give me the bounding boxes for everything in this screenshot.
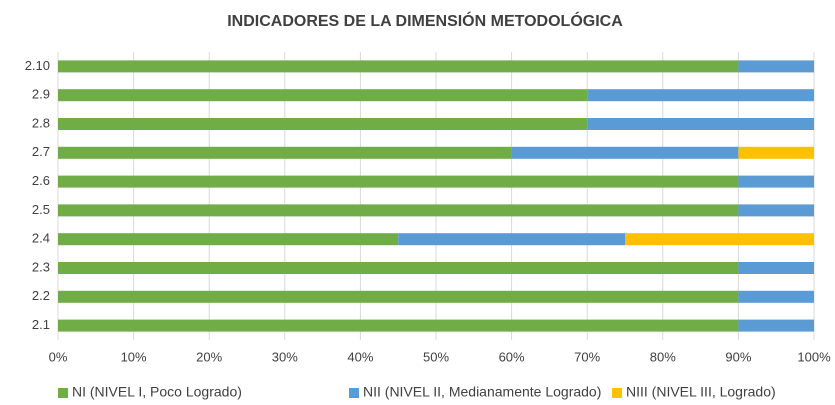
y-tick-label: 2.9	[32, 87, 50, 102]
legend-label: NIII (NIVEL III, Logrado)	[626, 384, 776, 400]
bar-segment	[58, 204, 739, 217]
y-tick-label: 2.2	[32, 288, 50, 303]
x-tick-label: 50%	[423, 349, 449, 364]
y-tick-label: 2.5	[32, 202, 50, 217]
x-tick-label: 0%	[49, 349, 68, 364]
legend-label: NI (NIVEL I, Poco Logrado)	[72, 384, 242, 400]
bar-segment	[58, 233, 399, 246]
bar-segment	[58, 146, 512, 159]
bar-segment	[58, 290, 739, 303]
bar-segment	[58, 175, 739, 188]
legend-label: NII (NIVEL II, Medianamente Logrado)	[363, 384, 601, 400]
x-tick-label: 90%	[725, 349, 751, 364]
x-tick-label: 20%	[196, 349, 222, 364]
bar-segment	[738, 290, 814, 303]
x-tick-label: 10%	[121, 349, 147, 364]
bar-segment	[58, 118, 588, 130]
y-tick-label: 2.7	[32, 144, 50, 159]
x-tick-label: 60%	[499, 349, 525, 364]
x-tick-label: 30%	[272, 349, 298, 364]
legend-swatch	[612, 388, 622, 398]
bar-segment	[738, 146, 814, 159]
bar-segment	[625, 233, 814, 246]
y-tick-label: 2.4	[32, 231, 50, 246]
bar-segment	[587, 89, 814, 102]
y-tick-label: 2.8	[32, 115, 50, 130]
x-tick-label: 40%	[347, 349, 373, 364]
bar-segment	[587, 118, 814, 130]
bar-segment	[738, 175, 814, 188]
y-tick-label: 2.3	[32, 259, 50, 274]
x-tick-label: 70%	[574, 349, 600, 364]
chart-title: INDICADORES DE LA DIMENSIÓN METODOLÓGICA	[227, 11, 623, 30]
bar-segment	[738, 60, 814, 73]
bar-segment	[58, 89, 588, 102]
bar-segment	[58, 319, 739, 332]
bar-segment	[58, 60, 739, 73]
y-tick-label: 2.1	[32, 317, 50, 332]
legend-swatch	[349, 388, 359, 398]
legend-swatch	[58, 388, 68, 398]
x-tick-label: 100%	[797, 349, 831, 364]
y-tick-label: 2.10	[25, 58, 50, 73]
bar-segment	[511, 146, 739, 159]
y-tick-label: 2.6	[32, 173, 50, 188]
bar-segment	[738, 319, 814, 332]
bar-segment	[398, 233, 625, 246]
bar-segment	[738, 262, 814, 274]
bar-segment	[738, 204, 814, 217]
x-tick-label: 80%	[650, 349, 676, 364]
bar-segment	[58, 262, 739, 274]
